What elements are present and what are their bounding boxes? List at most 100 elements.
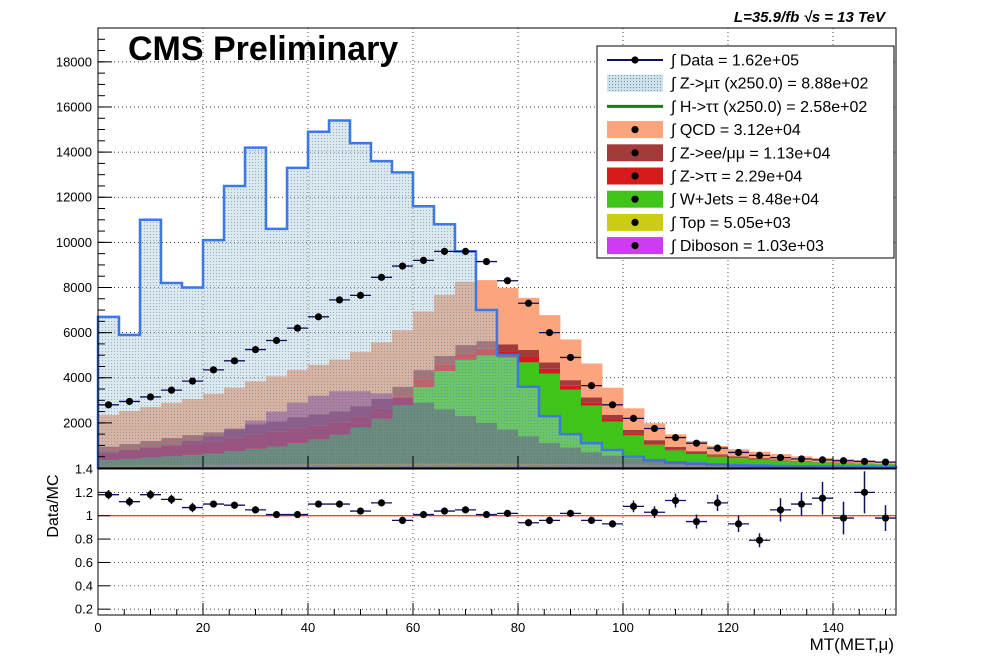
bar-ztt [644,443,666,445]
bar-ztt [623,433,645,436]
ratio-plot-frame [98,469,896,615]
data-point [104,401,113,409]
bar-qcd [518,297,540,350]
data-point [209,366,218,374]
data-point [692,439,701,447]
data-point [818,456,827,464]
data-point [167,386,176,394]
legend-label-top: ∫ Top = 5.05e+03 [670,215,791,232]
data-point [146,393,155,401]
bar-zll [497,344,519,352]
bar-zll [518,349,540,357]
bar-zll [602,414,624,420]
ratio-y-tick-label: 1.2 [75,485,93,500]
y-tick-label: 2000 [63,415,92,430]
ratio-points [98,471,896,548]
ratio-point [398,516,407,524]
x-tick-label: 100 [612,620,634,635]
bar-wjets [749,459,771,466]
bar-zll [581,397,603,403]
bar-ztt [560,385,582,390]
legend-marker-qcd [631,126,639,134]
ratio-y-axis-title: Data/MC [45,474,62,537]
signal-zmutau-hist [96,119,898,470]
ratio-point [104,491,113,499]
legend-label-ztt: ∫ Z->ττ = 2.29e+04 [670,169,802,186]
bar-ztt [686,452,708,454]
legend-label-zll: ∫ Z->ee/μμ = 1.13e+04 [670,145,830,162]
data-points [98,247,896,466]
experiment-label: CMS Preliminary [128,30,398,68]
data-point [755,451,764,459]
data-point [461,247,470,255]
y-tick-label: 12000 [56,190,92,205]
ratio-point [734,520,743,528]
ratio-point [650,508,659,516]
ratio-plot-border [97,468,897,616]
ratio-point [692,517,701,526]
ratio-point [125,498,134,506]
ratio-y-tick-label: 0.6 [75,555,93,570]
data-point [482,257,491,266]
bar-wjets [833,463,855,467]
bar-zll [686,451,708,453]
data-point [335,296,344,304]
ratio-point [860,488,869,496]
ratio-point [335,500,344,508]
bar-zll [728,456,750,458]
bar-ztt [707,455,729,457]
y-tick-label: 10000 [56,235,92,250]
data-point [419,256,428,265]
ratio-y-tick-label: 0.8 [75,532,93,547]
x-tick-label: 0 [94,620,101,635]
bar-wjets [707,456,729,466]
data-point [671,433,680,442]
x-tick-label: 120 [717,620,739,635]
bar-qcd [602,387,624,415]
ratio-y-tick-label: 0.4 [75,578,93,593]
bar-qcd [581,363,603,398]
ratio-point [188,503,197,512]
legend-label-htt: ∫ H->ττ (x250.0) = 2.58e+02 [670,99,867,116]
ratio-point [524,519,533,527]
data-point [272,336,281,345]
ratio-point [356,507,365,515]
ratio-point [776,506,785,514]
ratio-point [377,499,386,507]
signal-htt-hist [98,391,896,468]
ratio-point [251,506,260,514]
bar-wjets [770,460,792,466]
bar-wjets [686,453,708,466]
legend-label-zmutau: ∫ Z->μτ (x250.0) = 8.88e+02 [670,76,868,93]
ratio-point [755,536,764,544]
data-point [860,457,869,466]
bar-wjets [728,458,750,466]
data-point [251,345,260,354]
data-point [398,262,407,270]
ratio-point [545,516,554,524]
data-point [566,353,575,362]
ratio-point [881,514,890,522]
data-point [650,424,659,433]
ratio-point [230,501,239,509]
bar-zll [560,380,582,386]
legend-marker-ztt [631,172,639,180]
bar-ztt [581,402,603,406]
legend-marker-wjets [631,195,639,203]
data-point [881,458,890,466]
ratio-point [314,500,323,508]
bar-wjets [791,461,813,467]
legend-marker-top [631,218,639,226]
ratio-point [419,510,428,519]
bar-zll [665,447,687,450]
bar-qcd [497,287,519,345]
bar-wjets [812,462,834,467]
ratio-point [146,491,155,499]
data-point [188,377,197,385]
data-point [776,454,785,462]
y-tick-label: 6000 [63,325,92,340]
ratio-point [293,510,302,519]
ratio-point [209,500,218,508]
legend: ∫ Data = 1.62e+05 ∫ Z->μτ (x250.0) = 8.88… [596,45,895,259]
